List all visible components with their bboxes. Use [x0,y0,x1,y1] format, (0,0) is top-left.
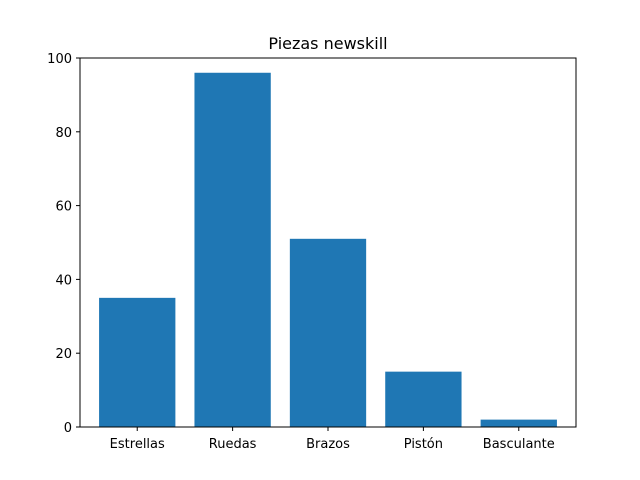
bar-0 [99,297,176,427]
x-tick-label: Ruedas [209,437,257,452]
bar-3 [385,371,462,427]
y-tick-label: 60 [55,200,72,215]
x-tick-label: Estrellas [110,437,165,452]
bar-2 [289,238,367,427]
y-axis: 0 20 40 60 80 100 [47,52,80,436]
x-tick-label: Brazos [306,437,350,452]
bar-4 [480,419,557,427]
bars-group [99,72,557,427]
x-tick-label: Basculante [483,437,555,452]
x-tick-label: Pistón [404,437,443,452]
y-tick-label: 0 [64,421,72,436]
y-tick-label: 100 [47,52,72,67]
y-tick-label: 40 [55,273,72,288]
bar-1 [194,72,271,427]
y-tick-label: 20 [55,347,72,362]
chart-title: Piezas newskill [268,34,387,53]
y-tick-label: 80 [55,126,72,141]
plot-frame [79,57,577,428]
x-axis: Estrellas Ruedas Brazos Pistón Basculante [110,427,555,452]
